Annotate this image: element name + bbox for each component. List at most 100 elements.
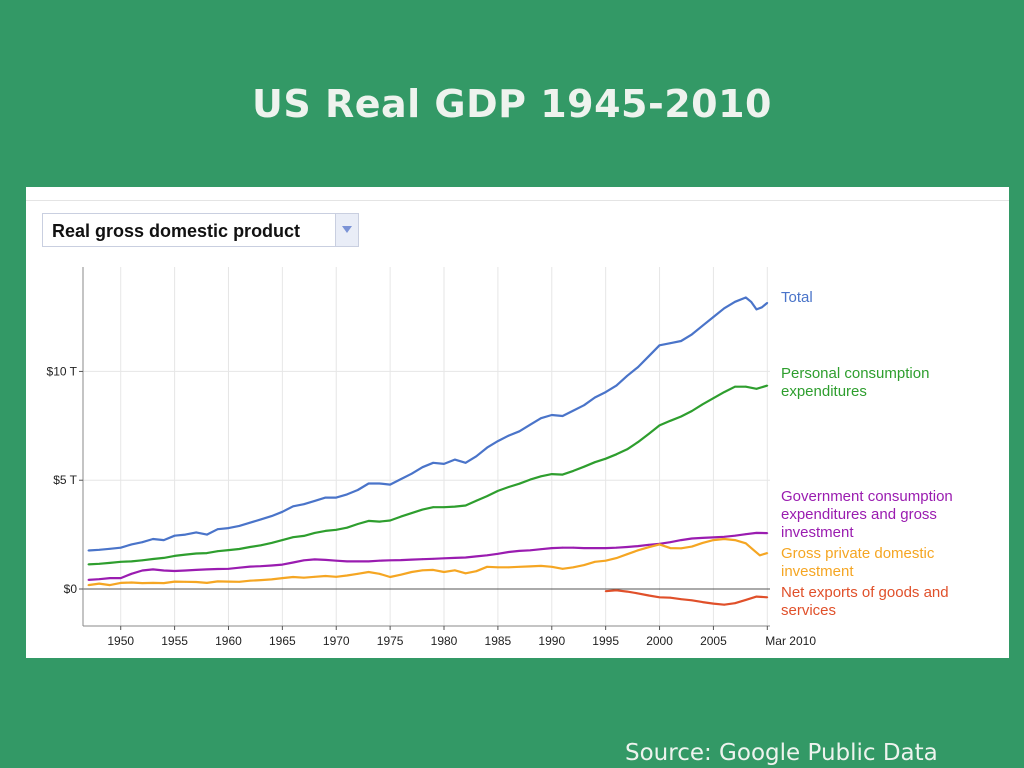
data-point: [529, 478, 532, 481]
data-point: [119, 560, 122, 563]
data-point: [346, 493, 348, 496]
data-point: [324, 530, 327, 532]
data-point: [752, 548, 755, 551]
data-point: [432, 557, 435, 560]
data-point: [367, 482, 370, 485]
data-point: [453, 557, 456, 559]
data-point: [594, 461, 596, 464]
data-point: [486, 565, 488, 568]
y-tick-label: $10 T: [47, 364, 78, 378]
data-point: [518, 482, 521, 485]
data-point: [227, 549, 230, 551]
data-point: [378, 559, 381, 562]
data-point: [227, 580, 230, 583]
data-point: [680, 340, 682, 342]
data-point: [195, 552, 198, 555]
data-point: [87, 584, 90, 586]
data-point: [464, 504, 467, 507]
data-point: [400, 515, 402, 518]
data-point: [550, 473, 553, 475]
data-point: [475, 555, 478, 558]
data-point: [324, 559, 327, 561]
data-point: [281, 539, 284, 541]
series-label-line: Government consumption: [781, 488, 953, 505]
x-tick-label: 1960: [215, 634, 242, 648]
data-point: [497, 566, 499, 569]
series-label-line: Net exports of goods and: [781, 584, 949, 601]
series-label: Net exports of goods and services: [781, 584, 949, 619]
data-point: [637, 366, 639, 368]
metric-dropdown[interactable]: Real gross domestic product: [42, 213, 359, 247]
data-point: [766, 302, 769, 304]
data-point: [497, 490, 499, 492]
data-point: [723, 535, 726, 538]
data-point: [540, 548, 542, 551]
x-tick-label: 1975: [377, 634, 404, 648]
data-point: [507, 566, 510, 569]
data-point: [400, 559, 402, 561]
data-point: [432, 569, 435, 571]
data-point: [238, 566, 241, 569]
series-label: Government consumption expenditures and g…: [781, 488, 953, 541]
data-point: [119, 577, 122, 579]
data-point: [701, 542, 704, 544]
data-point: [109, 577, 111, 579]
series-label-layer: Total Personal consumption expenditures Gov…: [781, 289, 953, 619]
data-point: [249, 565, 251, 568]
data-point: [162, 569, 165, 572]
data-point: [130, 560, 133, 563]
data-point: [680, 415, 682, 418]
data-point: [216, 528, 219, 531]
series-label-line: expenditures and gross: [781, 506, 937, 523]
data-point: [227, 567, 230, 570]
data-point: [206, 533, 208, 536]
data-point: [647, 594, 650, 597]
data-point: [335, 575, 338, 578]
data-point: [378, 482, 381, 485]
data-point: [389, 519, 391, 522]
x-tick-label: 1980: [431, 634, 458, 648]
data-point: [184, 553, 187, 556]
data-point: [712, 602, 715, 605]
data-point: [206, 552, 208, 554]
data-point: [152, 538, 154, 540]
data-point: [669, 342, 672, 345]
data-point: [173, 570, 176, 572]
data-point: [658, 424, 661, 427]
data-point: [453, 569, 456, 572]
data-point: [594, 547, 596, 549]
data-point: [249, 546, 251, 548]
data-point: [540, 417, 542, 420]
data-point: [356, 560, 359, 563]
data-point: [750, 300, 752, 303]
data-point: [141, 582, 144, 584]
data-point: [195, 569, 198, 571]
data-point: [313, 532, 316, 534]
data-point: [281, 577, 284, 579]
data-point: [303, 535, 305, 537]
data-point: [680, 547, 682, 550]
data-point: [249, 579, 251, 582]
data-point: [98, 562, 101, 565]
data-point: [453, 458, 456, 461]
data-point: [141, 541, 144, 544]
data-point: [507, 486, 510, 488]
data-point: [540, 475, 542, 478]
data-point: [604, 559, 607, 562]
data-point: [669, 547, 672, 549]
data-point: [701, 403, 704, 406]
x-tick-label: 2000: [646, 634, 673, 648]
chevron-down-icon[interactable]: [335, 214, 358, 246]
data-point: [184, 580, 187, 583]
data-point: [162, 557, 165, 559]
data-point: [443, 571, 445, 573]
gdp-line-chart: $0 $5 T $10 T 1950 1955 1960 1965 1970 1975 1980 1…: [47, 267, 953, 648]
data-point: [152, 568, 154, 571]
data-point: [550, 414, 553, 416]
data-point: [615, 557, 618, 559]
data-point: [130, 572, 133, 575]
data-point: [701, 324, 704, 327]
data-point: [540, 565, 542, 567]
data-point: [270, 564, 273, 567]
series-label: Total: [781, 289, 813, 306]
